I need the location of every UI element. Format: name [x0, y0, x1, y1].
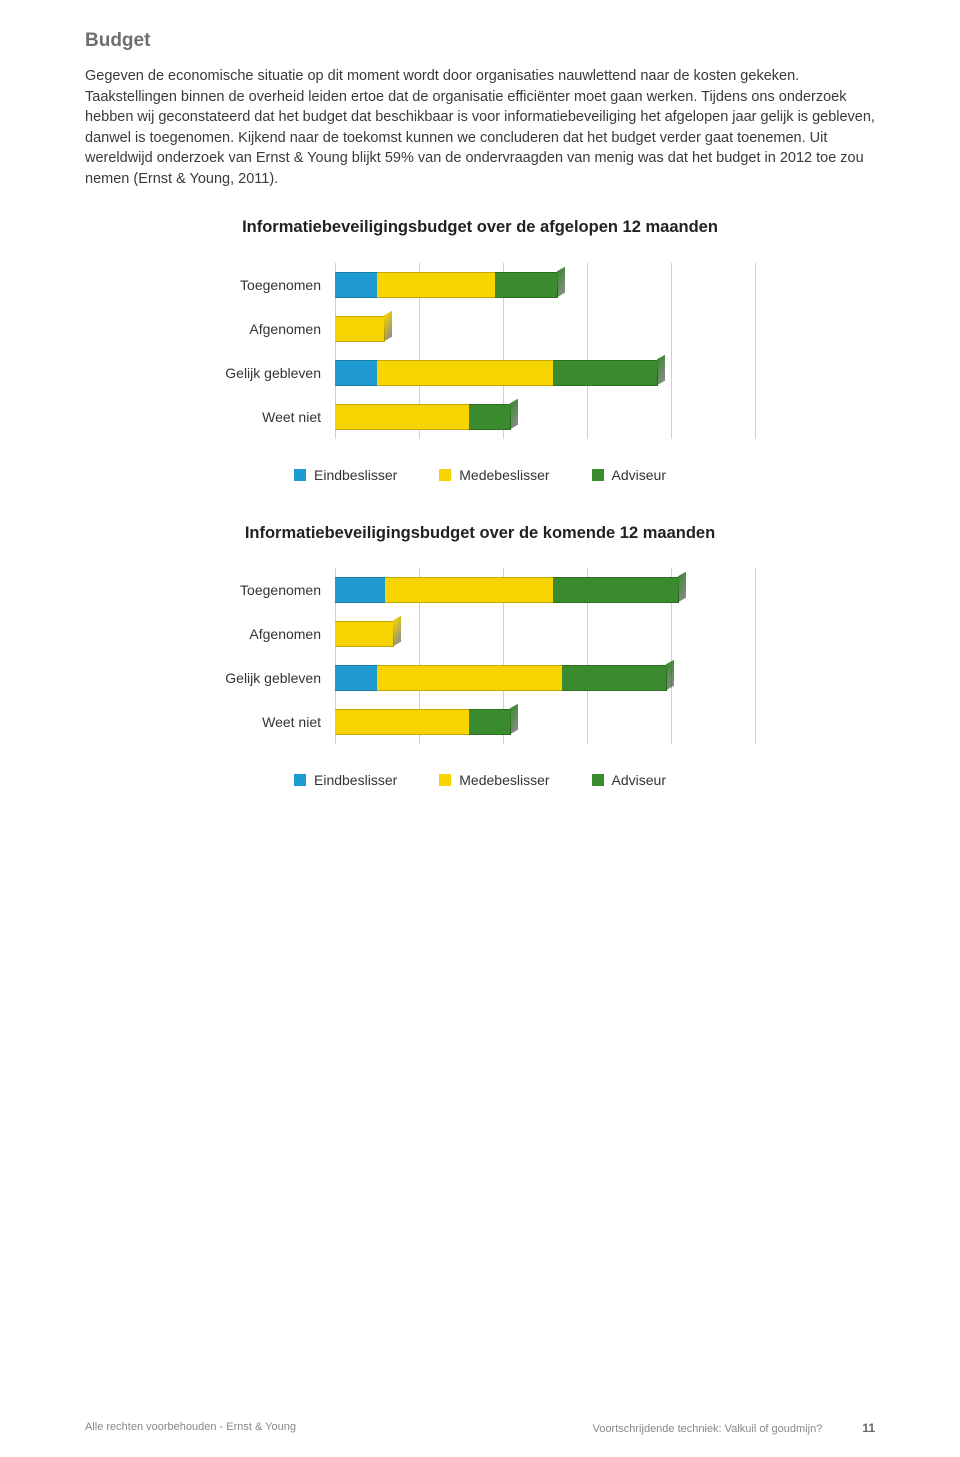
- stacked-bar: [335, 665, 674, 691]
- bar-segment: [335, 360, 377, 386]
- stacked-bar: [335, 360, 665, 386]
- chart-next-12-months: Informatiebeveiligingsbudget over de kom…: [160, 523, 800, 788]
- legend-swatch: [592, 774, 604, 786]
- page-number: 11: [862, 1421, 875, 1435]
- row-label: Weet niet: [160, 714, 335, 730]
- bar-segment: [377, 665, 562, 691]
- stacked-bar: [335, 577, 686, 603]
- chart-row: Gelijk gebleven: [160, 351, 800, 395]
- legend-item: Adviseur: [592, 772, 666, 788]
- legend-label: Adviseur: [612, 772, 666, 788]
- legend-swatch: [294, 469, 306, 481]
- bar-3d-cap: [510, 399, 518, 430]
- bar-segment: [495, 272, 558, 298]
- legend-swatch: [592, 469, 604, 481]
- stacked-bar: [335, 272, 565, 298]
- legend-label: Medebeslisser: [459, 772, 549, 788]
- row-label: Afgenomen: [160, 626, 335, 642]
- chart-row: Toegenomen: [160, 568, 800, 612]
- legend-label: Medebeslisser: [459, 467, 549, 483]
- legend-item: Adviseur: [592, 467, 666, 483]
- legend-swatch: [294, 774, 306, 786]
- bar-segment: [562, 665, 667, 691]
- page-footer: Alle rechten voorbehouden - Ernst & Youn…: [0, 1421, 960, 1435]
- chart-past-12-months: Informatiebeveiligingsbudget over de afg…: [160, 217, 800, 482]
- bar-segment: [553, 360, 658, 386]
- row-label: Gelijk gebleven: [160, 365, 335, 381]
- row-label: Afgenomen: [160, 321, 335, 337]
- bar-segment: [335, 709, 469, 735]
- bar-segment: [335, 665, 377, 691]
- chart-row: Weet niet: [160, 395, 800, 439]
- body-paragraph: Gegeven de economische situatie op dit m…: [85, 66, 875, 189]
- bar-3d-cap: [393, 616, 401, 647]
- bar-segment: [553, 577, 679, 603]
- legend-label: Adviseur: [612, 467, 666, 483]
- bar-3d-cap: [557, 267, 565, 298]
- stacked-bar: [335, 404, 518, 430]
- bar-segment: [335, 316, 385, 342]
- legend-swatch: [439, 469, 451, 481]
- legend-item: Eindbeslisser: [294, 467, 397, 483]
- chart-row: Gelijk gebleven: [160, 656, 800, 700]
- bar-segment: [335, 577, 385, 603]
- chart-legend: Eindbeslisser Medebeslisser Adviseur: [160, 772, 800, 788]
- footer-doc-title: Voortschrijdende techniek: Valkuil of go…: [593, 1423, 823, 1435]
- chart-row: Toegenomen: [160, 263, 800, 307]
- legend-label: Eindbeslisser: [314, 772, 397, 788]
- bar-3d-cap: [657, 355, 665, 386]
- row-label: Gelijk gebleven: [160, 670, 335, 686]
- row-label: Toegenomen: [160, 277, 335, 293]
- bar-segment: [385, 577, 553, 603]
- legend-swatch: [439, 774, 451, 786]
- row-label: Toegenomen: [160, 582, 335, 598]
- bar-segment: [335, 621, 394, 647]
- bar-3d-cap: [510, 704, 518, 735]
- bar-segment: [335, 404, 469, 430]
- chart-row: Weet niet: [160, 700, 800, 744]
- bar-segment: [335, 272, 377, 298]
- bar-3d-cap: [384, 311, 392, 342]
- section-heading: Budget: [85, 30, 875, 52]
- bar-segment: [377, 272, 495, 298]
- chart-title: Informatiebeveiligingsbudget over de kom…: [160, 523, 800, 544]
- stacked-bar: [335, 316, 392, 342]
- chart-title: Informatiebeveiligingsbudget over de afg…: [160, 217, 800, 238]
- stacked-bar: [335, 621, 401, 647]
- legend-item: Medebeslisser: [439, 772, 549, 788]
- bar-segment: [469, 709, 511, 735]
- bar-segment: [469, 404, 511, 430]
- legend-label: Eindbeslisser: [314, 467, 397, 483]
- legend-item: Medebeslisser: [439, 467, 549, 483]
- bar-segment: [377, 360, 553, 386]
- stacked-bar: [335, 709, 518, 735]
- chart-legend: Eindbeslisser Medebeslisser Adviseur: [160, 467, 800, 483]
- chart-row: Afgenomen: [160, 612, 800, 656]
- footer-copyright: Alle rechten voorbehouden - Ernst & Youn…: [85, 1421, 296, 1435]
- bar-3d-cap: [666, 660, 674, 691]
- row-label: Weet niet: [160, 409, 335, 425]
- bar-3d-cap: [678, 572, 686, 603]
- chart-row: Afgenomen: [160, 307, 800, 351]
- legend-item: Eindbeslisser: [294, 772, 397, 788]
